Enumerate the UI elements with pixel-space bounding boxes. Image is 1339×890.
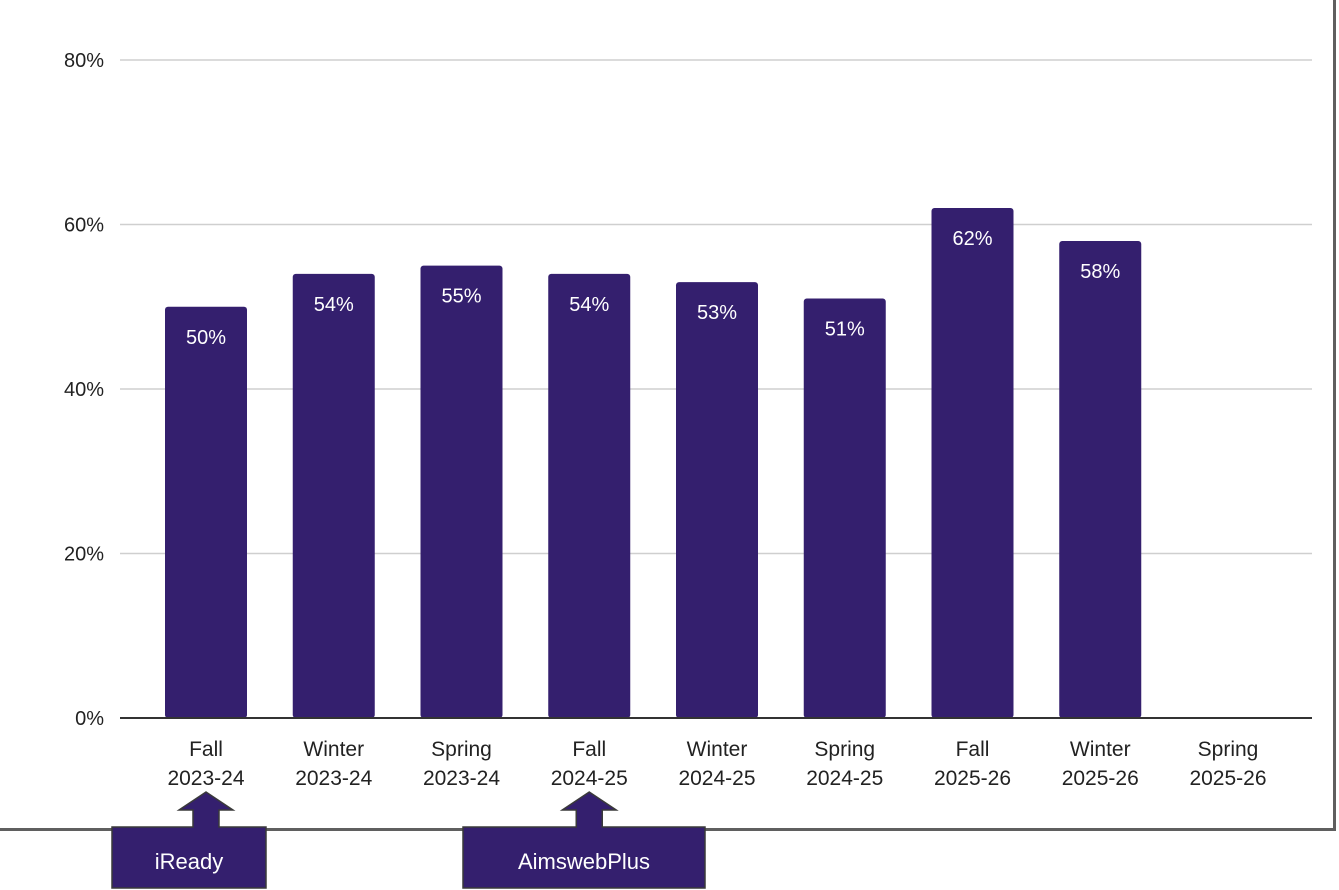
callout-arrow [462, 791, 706, 889]
x-tick-label: 2023-24 [423, 767, 500, 790]
x-tick-label: 2025-26 [1062, 767, 1139, 790]
y-tick-label: 80% [64, 50, 104, 72]
x-tick-label: 2023-24 [295, 767, 372, 790]
x-tick-label: 2024-25 [551, 767, 628, 790]
bar [931, 208, 1014, 719]
data-label: 62% [952, 228, 992, 250]
callout-arrow [111, 791, 267, 889]
bar [292, 273, 375, 718]
data-label: 55% [441, 286, 481, 308]
x-tick-label: Fall [572, 738, 606, 761]
data-label: 53% [697, 302, 737, 324]
x-tick-label: Spring [431, 738, 492, 761]
data-label: 50% [186, 327, 226, 349]
x-tick-label: Winter [687, 738, 748, 761]
data-label: 58% [1080, 261, 1120, 283]
x-tick-label: 2025-26 [1189, 767, 1266, 790]
x-tick-label: Spring [1198, 738, 1259, 761]
bar [1059, 240, 1142, 718]
y-tick-label: 20% [64, 544, 104, 566]
x-tick-label: 2023-24 [167, 767, 244, 790]
x-tick-label: Winter [303, 738, 364, 761]
y-tick-label: 0% [75, 708, 104, 730]
data-label: 54% [314, 294, 354, 316]
x-tick-label: Fall [956, 738, 990, 761]
bar [676, 282, 758, 718]
bar [548, 273, 631, 718]
x-tick-label: Winter [1070, 738, 1131, 761]
x-tick-label: 2025-26 [934, 767, 1011, 790]
data-label: 51% [825, 319, 865, 341]
x-tick-label: Fall [189, 738, 223, 761]
y-tick-label: 40% [64, 379, 104, 401]
callout-label: iReady [155, 849, 223, 874]
data-label: 54% [569, 294, 609, 316]
x-tick-label: 2024-25 [678, 767, 755, 790]
x-tick-label: Spring [814, 738, 875, 761]
bar [420, 265, 503, 718]
x-tick-label: 2024-25 [806, 767, 883, 790]
bar [165, 306, 247, 718]
callout-label: AimswebPlus [518, 849, 650, 874]
y-tick-label: 60% [64, 215, 104, 237]
bar [803, 298, 886, 718]
